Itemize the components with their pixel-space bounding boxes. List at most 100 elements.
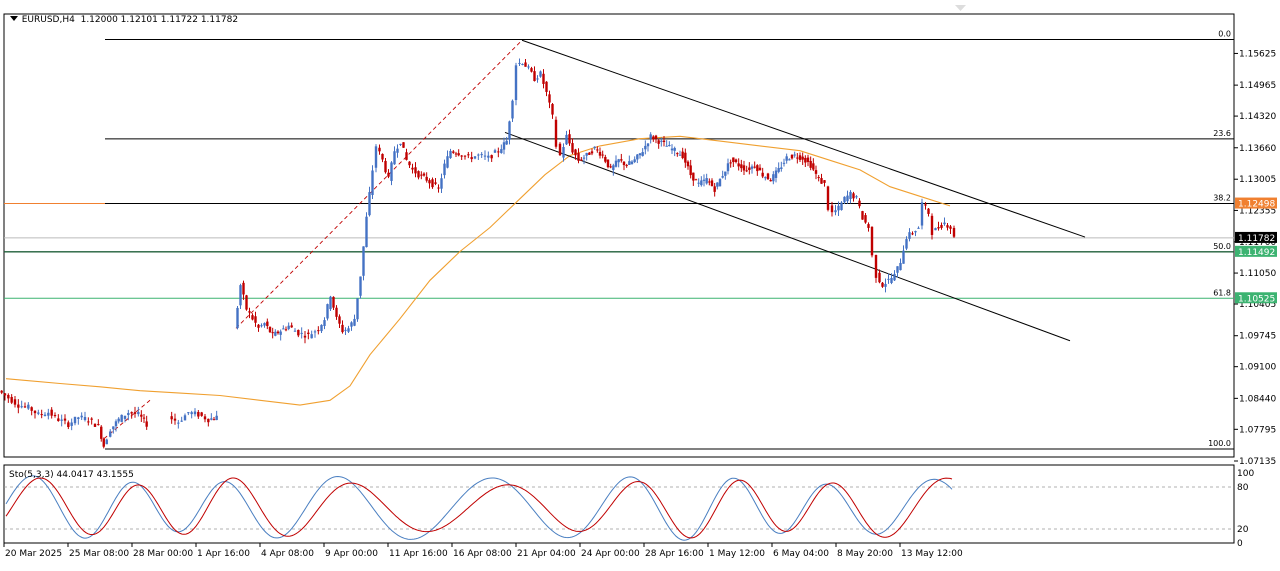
candle-body xyxy=(326,304,329,319)
candle-body xyxy=(60,419,63,421)
price-tick-label-5: 1.12355 xyxy=(1239,206,1276,216)
candle-body xyxy=(756,165,759,172)
candle-body xyxy=(338,316,341,324)
candle-body xyxy=(200,412,203,416)
candle-body xyxy=(657,140,660,144)
candle-body xyxy=(780,167,783,169)
candle-body xyxy=(183,415,187,421)
x-tick-label-5: 9 Apr 00:00 xyxy=(325,549,378,559)
candle-body xyxy=(911,233,914,235)
price-tick-label-13: 1.07135 xyxy=(1239,457,1276,467)
candle-body xyxy=(881,282,884,287)
candle-body xyxy=(920,202,924,226)
candle-body xyxy=(577,153,580,161)
price-label-3: 1.10525 xyxy=(1238,294,1275,304)
candle-body xyxy=(353,318,356,326)
candle-body xyxy=(112,426,115,430)
candle-body xyxy=(604,156,607,162)
symbol-timeframe: EURUSD,H4 xyxy=(21,15,75,25)
candle-body xyxy=(368,192,371,216)
candle-body xyxy=(846,195,849,202)
candle-body xyxy=(210,418,213,420)
candle-body xyxy=(609,166,612,168)
candle-body xyxy=(745,170,748,172)
candle-body xyxy=(443,163,446,176)
candle-body xyxy=(70,422,73,426)
candle-body xyxy=(686,161,690,167)
candle-body xyxy=(551,104,554,115)
candle-body xyxy=(344,329,347,331)
price-label-1: 1.11782 xyxy=(1238,234,1275,244)
candle-body xyxy=(612,165,615,170)
candle-body xyxy=(3,393,7,396)
candle-body xyxy=(130,412,133,414)
candle-body xyxy=(207,418,210,423)
candle-body xyxy=(57,418,60,421)
x-tick-label-14: 13 May 12:00 xyxy=(901,549,963,559)
fib-label-0.0: 0.0 xyxy=(1218,30,1231,39)
dropdown-arrow-icon[interactable] xyxy=(9,16,18,21)
price-label-0: 1.12498 xyxy=(1238,200,1275,210)
candle-body xyxy=(668,144,671,147)
channel-line-0 xyxy=(521,39,1086,238)
candle-body xyxy=(812,163,815,170)
candle-body xyxy=(804,157,807,163)
candle-body xyxy=(477,154,480,156)
candle-body xyxy=(917,227,920,229)
candle-body xyxy=(493,150,497,153)
candle-body xyxy=(341,324,344,333)
candle-body xyxy=(431,179,434,188)
candle-body xyxy=(753,166,756,168)
candle-body xyxy=(97,424,100,426)
candle-body xyxy=(673,147,676,151)
candle-body xyxy=(271,332,274,334)
candle-body xyxy=(574,149,577,156)
candle-body xyxy=(902,250,905,264)
candle-body xyxy=(593,146,596,149)
candle-body xyxy=(422,173,426,176)
candle-body xyxy=(500,149,503,153)
impulse-trend-line-early xyxy=(103,399,151,440)
candle-body xyxy=(896,266,899,273)
candle-body xyxy=(313,331,317,333)
candle-body xyxy=(251,315,254,320)
candle-body xyxy=(145,421,148,427)
x-tick-label-6: 11 Apr 16:00 xyxy=(389,549,448,559)
candle-body xyxy=(279,331,282,335)
candle-body xyxy=(924,204,927,206)
candle-body xyxy=(142,417,146,419)
candle-body xyxy=(890,277,893,283)
x-tick-label-7: 16 Apr 08:00 xyxy=(453,549,512,559)
candle-body xyxy=(268,326,272,333)
candle-body xyxy=(323,320,326,327)
candle-body xyxy=(681,151,684,159)
shift-marker-icon xyxy=(955,5,966,11)
candle-body xyxy=(524,62,527,67)
candle-body xyxy=(837,205,840,211)
candle-body xyxy=(530,68,533,72)
candle-body xyxy=(511,100,514,119)
candle-body xyxy=(425,176,428,181)
candle-body xyxy=(793,154,796,156)
candle-body xyxy=(852,193,855,199)
candle-body xyxy=(652,136,655,140)
candle-body xyxy=(177,422,180,424)
candle-body xyxy=(0,390,3,393)
candle-body xyxy=(303,335,307,338)
candle-body xyxy=(514,65,518,101)
candle-body xyxy=(628,161,631,165)
candle-body xyxy=(694,179,698,181)
candle-body xyxy=(737,163,740,167)
candle-body xyxy=(588,152,591,155)
candle-body xyxy=(505,140,508,145)
candle-body xyxy=(758,167,762,171)
candle-body xyxy=(782,162,786,164)
candle-body xyxy=(300,332,303,334)
candle-body xyxy=(545,81,548,92)
candle-body xyxy=(133,412,137,414)
candle-body xyxy=(127,412,130,416)
price-tick-label-11: 1.08440 xyxy=(1239,394,1276,404)
candle-body xyxy=(638,153,642,156)
